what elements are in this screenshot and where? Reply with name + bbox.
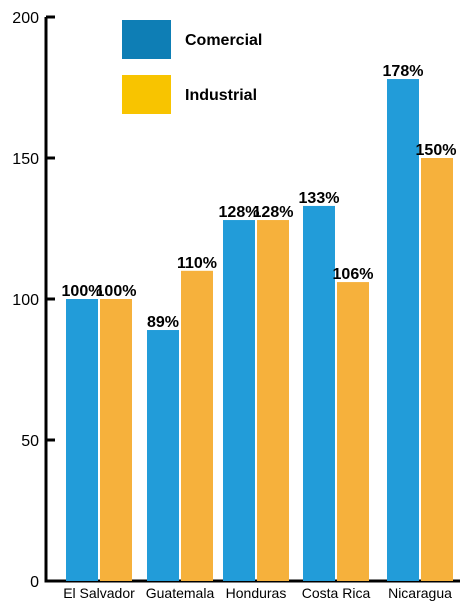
- bar-industrial-costa-rica: [337, 282, 369, 581]
- legend-swatch-industrial: [122, 75, 171, 114]
- data-label: 100%: [62, 283, 103, 300]
- data-label: 133%: [299, 190, 340, 207]
- data-label: 128%: [253, 204, 294, 221]
- y-tick-label: 50: [21, 433, 39, 450]
- bar-industrial-el-salvador: [100, 299, 132, 581]
- axes: 0 50 100 150 200 El Salvador Guatemala Honduras…: [12, 10, 460, 601]
- x-category-label: Guatemala: [146, 585, 215, 601]
- bar-comercial-el-salvador: [66, 299, 98, 581]
- data-label: 150%: [416, 142, 457, 159]
- data-label: 178%: [383, 63, 424, 80]
- legend-label-industrial: Industrial: [185, 87, 257, 104]
- data-label: 128%: [219, 204, 260, 221]
- x-category-label: Costa Rica: [302, 585, 371, 601]
- bar-comercial-honduras: [223, 220, 255, 582]
- x-category-label: Nicaragua: [388, 585, 452, 601]
- legend-label-comercial: Comercial: [185, 32, 262, 49]
- y-tick-label: 200: [12, 10, 39, 27]
- bar-comercial-nicaragua: [387, 79, 419, 581]
- y-tick-label: 100: [12, 292, 39, 309]
- data-label: 110%: [177, 255, 217, 272]
- bar-industrial-nicaragua: [421, 158, 453, 581]
- y-tick-label: 0: [30, 574, 39, 591]
- bar-comercial-costa-rica: [303, 205, 335, 581]
- x-category-label: El Salvador: [63, 585, 135, 601]
- y-tick-label: 150: [12, 151, 39, 168]
- data-labels: 100%100% 89% 110% 128%128% 133% 106% 178% 150%: [62, 63, 457, 331]
- data-label: 106%: [333, 266, 374, 283]
- legend-swatch-comercial: [122, 20, 171, 59]
- data-label: 100%: [96, 283, 137, 300]
- legend: Comercial Industrial: [122, 20, 262, 114]
- bars: [66, 79, 453, 582]
- data-label: 89%: [147, 314, 179, 331]
- x-category-label: Honduras: [226, 585, 287, 601]
- bar-industrial-guatemala: [181, 270, 213, 581]
- bar-industrial-honduras: [257, 220, 289, 582]
- bar-comercial-guatemala: [147, 330, 179, 581]
